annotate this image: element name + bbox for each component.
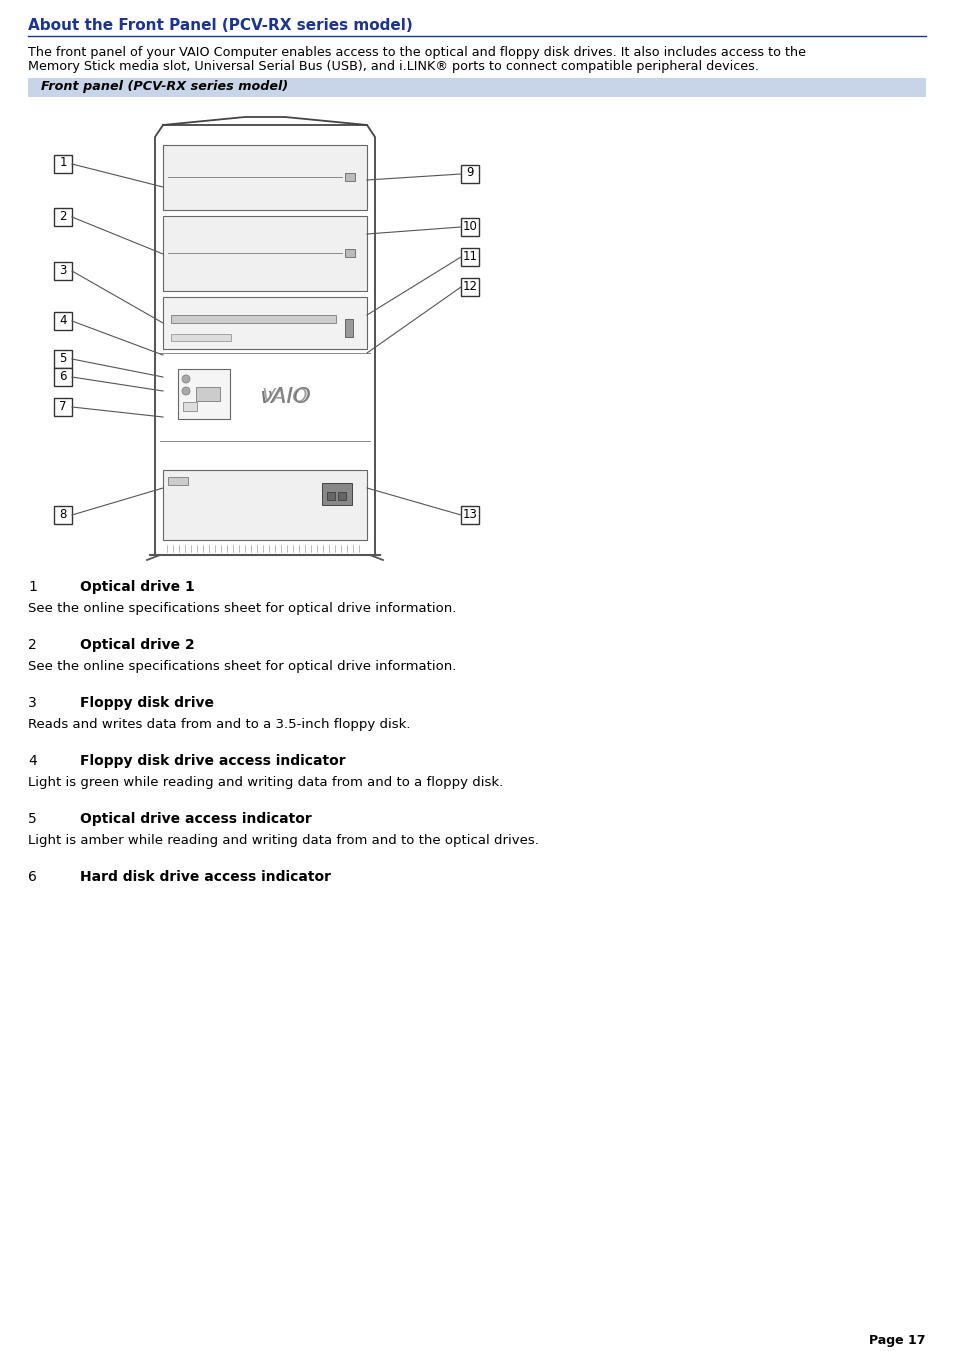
Bar <box>54 367 71 386</box>
Bar <box>168 477 188 485</box>
Bar <box>460 165 478 182</box>
Bar <box>163 216 367 290</box>
Text: 12: 12 <box>462 280 477 293</box>
Text: 3: 3 <box>28 696 37 711</box>
Bar <box>460 278 478 296</box>
Bar <box>327 492 335 500</box>
Text: 2: 2 <box>28 638 37 653</box>
Text: 7: 7 <box>59 400 67 412</box>
Text: About the Front Panel (PCV-RX series model): About the Front Panel (PCV-RX series mod… <box>28 18 413 32</box>
Bar <box>345 249 355 257</box>
Bar <box>163 145 367 209</box>
Circle shape <box>182 376 190 382</box>
Bar <box>54 262 71 280</box>
Text: 5: 5 <box>59 351 67 365</box>
Bar <box>460 249 478 266</box>
Bar <box>54 312 71 330</box>
Bar <box>163 470 367 540</box>
Text: Optical drive 2: Optical drive 2 <box>80 638 194 653</box>
Text: Hard disk drive access indicator: Hard disk drive access indicator <box>80 870 331 884</box>
Circle shape <box>182 386 190 394</box>
Text: 1: 1 <box>28 580 37 594</box>
Bar <box>54 507 71 524</box>
Bar <box>460 507 478 524</box>
Text: Reads and writes data from and to a 3.5-inch floppy disk.: Reads and writes data from and to a 3.5-… <box>28 717 410 731</box>
Text: 6: 6 <box>59 370 67 382</box>
Text: See the online specifications sheet for optical drive information.: See the online specifications sheet for … <box>28 661 456 673</box>
Text: 11: 11 <box>462 250 477 262</box>
Text: 10: 10 <box>462 219 476 232</box>
Text: 9: 9 <box>466 166 474 180</box>
Text: See the online specifications sheet for optical drive information.: See the online specifications sheet for … <box>28 603 456 615</box>
Text: 2: 2 <box>59 209 67 223</box>
Text: 4: 4 <box>59 313 67 327</box>
Text: 6: 6 <box>28 870 37 884</box>
Text: Memory Stick media slot, Universal Serial Bus (USB), and i.LINK® ports to connec: Memory Stick media slot, Universal Seria… <box>28 59 759 73</box>
Bar <box>163 297 367 349</box>
Text: VAIO: VAIO <box>261 388 308 407</box>
Bar <box>54 208 71 226</box>
Bar <box>54 399 71 416</box>
Text: Page 17: Page 17 <box>868 1333 925 1347</box>
Bar <box>195 386 220 401</box>
Bar <box>171 334 231 340</box>
Bar <box>178 369 230 419</box>
Bar <box>345 173 355 181</box>
Text: The front panel of your VAIO Computer enables access to the optical and floppy d: The front panel of your VAIO Computer en… <box>28 46 805 59</box>
Text: Front panel (PCV-RX series model): Front panel (PCV-RX series model) <box>32 80 288 93</box>
Text: Optical drive 1: Optical drive 1 <box>80 580 194 594</box>
Text: νΛIO: νΛIO <box>259 386 311 407</box>
Bar <box>171 315 335 323</box>
Text: 8: 8 <box>59 508 67 520</box>
Text: 1: 1 <box>59 157 67 169</box>
Bar <box>345 319 353 336</box>
Text: Light is amber while reading and writing data from and to the optical drives.: Light is amber while reading and writing… <box>28 834 538 847</box>
Text: 13: 13 <box>462 508 476 520</box>
Bar <box>460 218 478 236</box>
Text: Light is green while reading and writing data from and to a floppy disk.: Light is green while reading and writing… <box>28 775 503 789</box>
Bar <box>337 492 346 500</box>
Bar <box>28 78 925 97</box>
Text: Floppy disk drive access indicator: Floppy disk drive access indicator <box>80 754 345 767</box>
Text: 4: 4 <box>28 754 37 767</box>
Text: Floppy disk drive: Floppy disk drive <box>80 696 213 711</box>
Text: 3: 3 <box>59 263 67 277</box>
Bar <box>183 403 196 411</box>
Bar <box>322 484 352 505</box>
Bar <box>54 155 71 173</box>
Text: Optical drive access indicator: Optical drive access indicator <box>80 812 312 825</box>
Text: 5: 5 <box>28 812 37 825</box>
Bar <box>54 350 71 367</box>
